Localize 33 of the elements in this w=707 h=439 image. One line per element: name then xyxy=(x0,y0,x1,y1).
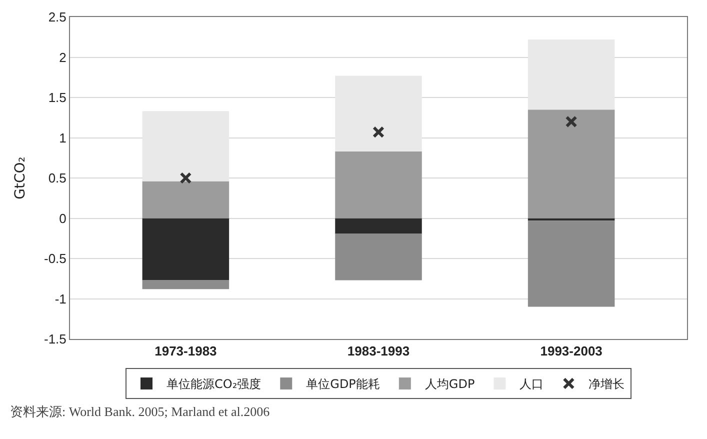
y-tick-label: 0.5 xyxy=(48,170,66,186)
point xyxy=(565,116,578,128)
y-tick-label: 0 xyxy=(59,210,66,226)
y-tick-label: 1.5 xyxy=(48,90,66,106)
text: 资料来源: World Bank. 2005; Marland et al.2006 xyxy=(10,404,270,419)
legend-label: 净增长 xyxy=(588,377,625,392)
bar xyxy=(142,218,230,280)
bar xyxy=(335,151,422,218)
y-tick-label: 2.5 xyxy=(48,10,66,25)
bar xyxy=(528,110,615,218)
bar xyxy=(335,234,422,280)
legend-label: 单位能源CO₂强度 xyxy=(166,377,262,392)
y-tick-label: -0.5 xyxy=(44,251,66,266)
y-tick-label: -1.5 xyxy=(44,332,66,347)
bar xyxy=(142,280,230,290)
legend-label: 单位GDP能耗 xyxy=(306,377,380,392)
x-tick-label: 1993-2003 xyxy=(540,344,602,359)
y-tick-label: 2 xyxy=(59,50,66,65)
bar xyxy=(142,111,230,182)
bar xyxy=(335,218,422,234)
point xyxy=(180,172,192,184)
x-tick-label: 1983-1993 xyxy=(347,344,410,359)
bar xyxy=(528,40,615,110)
y-tick-label: -1 xyxy=(54,291,66,306)
x-tick-label: 1973-1983 xyxy=(154,344,217,359)
point xyxy=(372,126,384,138)
legend-label: 人均GDP xyxy=(424,377,475,392)
bar xyxy=(142,181,230,218)
bar xyxy=(335,76,422,152)
bar xyxy=(528,220,615,307)
y-tick-label: 1 xyxy=(59,130,66,146)
y-axis-title: GtCO₂ xyxy=(12,156,29,200)
legend-label: 人口 xyxy=(520,377,544,392)
